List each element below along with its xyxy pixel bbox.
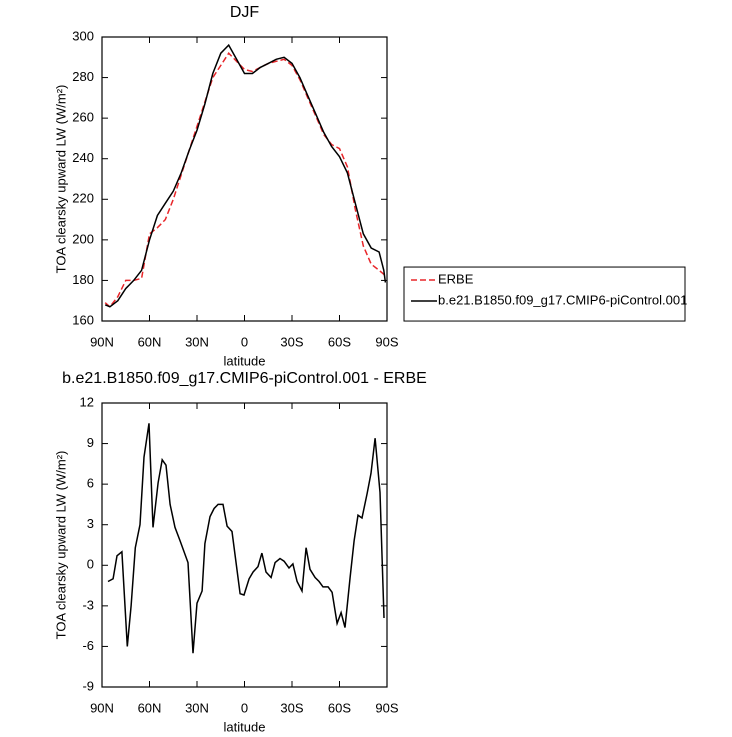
plot-frame	[101, 36, 388, 322]
legend-label: b.e21.B1850.f09_g17.CMIP6-piControl.001	[438, 292, 687, 307]
x-tick-label: 90S	[375, 700, 398, 715]
x-tick-label: 90N	[90, 700, 114, 715]
y-tick-label: 6	[87, 476, 94, 491]
x-tick-label: 60S	[328, 700, 351, 715]
y-tick-label: 240	[72, 150, 94, 165]
x-tick-label: 30N	[185, 334, 209, 349]
y-tick-label: 260	[72, 110, 94, 125]
chart-title: DJF	[230, 4, 260, 21]
x-tick-label: 90N	[90, 334, 114, 349]
y-tick-label: 9	[87, 435, 94, 450]
y-tick-label: -3	[82, 597, 94, 612]
y-tick-label: 160	[72, 312, 94, 327]
legend-box	[403, 266, 686, 322]
y-axis-title: TOA clearsky upward LW (W/m²)	[53, 85, 68, 274]
x-axis-title: latitude	[224, 719, 266, 734]
plot-frame	[101, 402, 388, 688]
x-tick-label: 30S	[280, 334, 303, 349]
y-tick-label: -9	[82, 678, 94, 693]
y-tick-label: 280	[72, 69, 94, 84]
x-axis-title: latitude	[224, 353, 266, 368]
y-tick-label: 300	[72, 28, 94, 43]
y-tick-label: -6	[82, 638, 94, 653]
x-tick-label: 60S	[328, 334, 351, 349]
x-tick-label: 90S	[375, 334, 398, 349]
x-tick-label: 30S	[280, 700, 303, 715]
data-line	[107, 423, 385, 654]
x-tick-label: 60N	[138, 334, 162, 349]
x-tick-label: 0	[241, 700, 248, 715]
y-tick-label: 3	[87, 516, 94, 531]
chart-title: b.e21.B1850.f09_g17.CMIP6-piControl.001 …	[62, 370, 427, 387]
data-line	[104, 52, 386, 308]
y-axis-title: TOA clearsky upward LW (W/m²)	[53, 451, 68, 640]
data-line	[104, 43, 387, 308]
legend-label: ERBE	[438, 271, 474, 286]
y-tick-label: 0	[87, 557, 94, 572]
y-tick-label: 180	[72, 272, 94, 287]
y-tick-label: 200	[72, 231, 94, 246]
y-tick-label: 12	[80, 394, 94, 409]
x-tick-label: 0	[241, 334, 248, 349]
x-tick-label: 30N	[185, 700, 209, 715]
y-tick-label: 220	[72, 191, 94, 206]
x-tick-label: 60N	[138, 700, 162, 715]
